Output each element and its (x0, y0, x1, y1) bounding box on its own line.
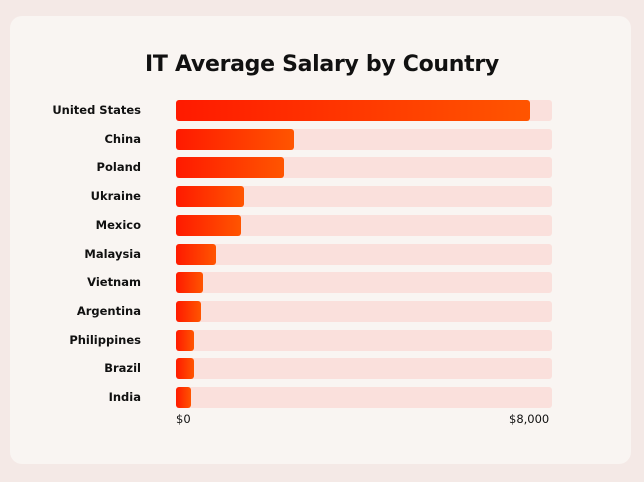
bar (176, 100, 531, 121)
bar-track (176, 272, 552, 294)
bar-track (176, 186, 552, 208)
category-label: Argentina (76, 303, 141, 318)
bar (176, 329, 195, 351)
x-tick-min: $0 (176, 412, 191, 426)
category-label: Brazil (104, 361, 141, 376)
category-label: Mexico (95, 217, 141, 232)
chart-title: IT Average Salary by Country (145, 52, 499, 77)
bar (176, 214, 241, 236)
bar-track (176, 329, 552, 351)
category-label: China (104, 131, 141, 146)
category-label: Philippines (69, 332, 141, 347)
category-label: Vietnam (87, 275, 141, 290)
bar (176, 300, 201, 322)
bar-track (176, 214, 552, 236)
category-label: Poland (96, 160, 141, 175)
category-label: Malaysia (84, 246, 141, 261)
category-label: United States (52, 103, 141, 117)
bar (176, 128, 294, 150)
bar (176, 358, 195, 380)
bar-track (176, 387, 552, 408)
bar-track (176, 300, 552, 322)
bar (176, 387, 192, 408)
bar-track (176, 243, 552, 265)
bar (176, 186, 245, 208)
bar (176, 272, 204, 294)
category-label: India (108, 390, 141, 404)
x-tick-max: $8,000 (509, 412, 550, 426)
category-label: Ukraine (90, 189, 141, 204)
bar-track (176, 358, 552, 380)
bar (176, 157, 284, 179)
bar (176, 243, 216, 265)
